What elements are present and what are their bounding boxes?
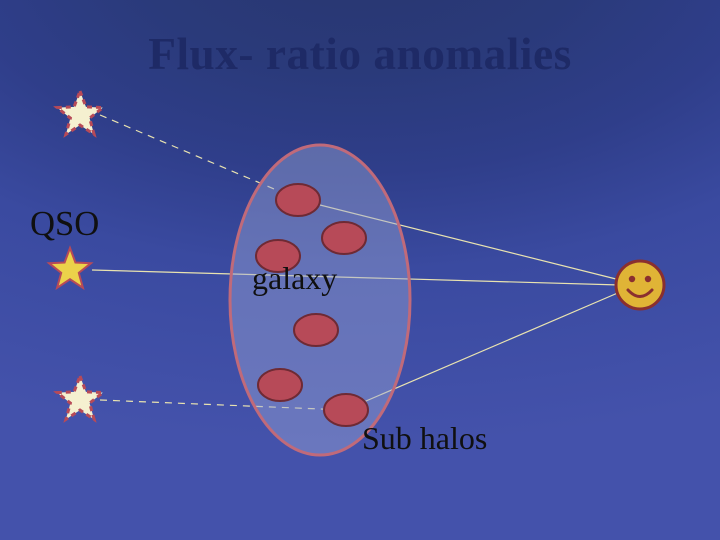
qso-star-icon <box>49 248 91 288</box>
qso-label: QSO <box>30 205 99 244</box>
slide-title: Flux- ratio anomalies <box>0 28 720 80</box>
qso-star-icon <box>57 376 103 419</box>
subhalos-label: Sub halos <box>362 420 487 457</box>
observer-smiley-icon <box>616 261 664 309</box>
diagram-stage: Flux- ratio anomalies QSO galaxy Sub hal… <box>0 0 720 540</box>
smiley-eye-icon <box>629 276 635 282</box>
sources-layer <box>0 0 720 540</box>
galaxy-label: galaxy <box>252 260 337 297</box>
qso-star-icon <box>57 91 103 134</box>
smiley-eye-icon <box>645 276 651 282</box>
